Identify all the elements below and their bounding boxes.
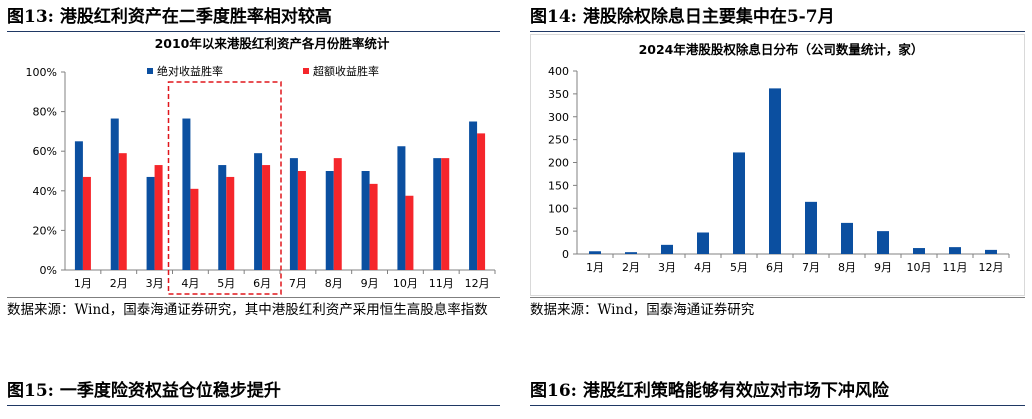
- bar-series1-9: [361, 171, 370, 270]
- bar-series2-9: [369, 183, 378, 270]
- fig13-title: 图13: 港股红利资产在二季度胜率相对较高: [7, 7, 332, 27]
- bar-series1-4: [182, 118, 191, 270]
- x-tick-label: 11月: [943, 261, 968, 274]
- bar-count-10: [913, 248, 925, 254]
- legend-swatch: [147, 68, 153, 74]
- bar-series2-4: [190, 188, 199, 270]
- x-tick-label: 9月: [361, 277, 379, 290]
- bar-series2-6: [262, 165, 271, 270]
- legend-swatch: [303, 68, 309, 74]
- bar-series1-5: [218, 165, 227, 270]
- y-tick-label: 200: [548, 157, 569, 170]
- bar-series1-12: [469, 121, 478, 270]
- x-tick-label: 11月: [429, 277, 454, 290]
- x-tick-label: 7月: [289, 277, 307, 290]
- bar-series2-3: [154, 165, 163, 270]
- bar-series1-10: [397, 146, 406, 270]
- bar-series2-5: [226, 176, 235, 270]
- legend-label: 绝对收益胜率: [157, 64, 223, 78]
- bar-count-5: [733, 152, 745, 254]
- y-tick-label: 80%: [33, 106, 57, 119]
- fig14-source-rule: [530, 297, 1025, 298]
- x-tick-label: 5月: [730, 261, 748, 274]
- x-tick-label: 10月: [393, 277, 418, 290]
- bar-count-1: [589, 251, 601, 254]
- y-tick-label: 350: [548, 88, 569, 101]
- fig15-title-rule: [7, 405, 500, 406]
- x-tick-label: 9月: [874, 261, 892, 274]
- x-tick-label: 3月: [658, 261, 676, 274]
- fig14-chart-frame: 2024年港股股权除息日分布（公司数量统计，家） 0 50 100 150 200 250 3…: [530, 34, 1025, 296]
- bar-series2-8: [333, 158, 342, 270]
- y-tick-label: 400: [548, 65, 569, 78]
- x-tick-label: 1月: [74, 277, 92, 290]
- bar-series2-1: [82, 176, 91, 270]
- bar-series2-12: [477, 133, 486, 270]
- y-tick-label: 0%: [40, 264, 57, 277]
- bar-count-4: [697, 232, 709, 254]
- x-tick-label: 5月: [217, 277, 235, 290]
- fig13-source: 数据来源：Wind，国泰海通证券研究，其中港股红利资产采用恒生高股息率指数: [7, 302, 488, 318]
- y-tick-label: 250: [548, 134, 569, 147]
- fig14-source: 数据来源：Wind，国泰海通证券研究: [530, 302, 755, 318]
- x-tick-label: 10月: [907, 261, 932, 274]
- fig13-chart-frame: 2010年以来港股红利资产各月份胜率统计 0% 20% 40% 60% 80% 100% 1月…: [7, 32, 500, 296]
- fig13-source-rule: [7, 297, 500, 298]
- y-tick-label: 100%: [26, 66, 57, 79]
- bar-count-6: [769, 88, 781, 254]
- x-tick-label: 1月: [586, 261, 604, 274]
- bar-count-7: [805, 201, 817, 254]
- fig14-chart: 2024年港股股权除息日分布（公司数量统计，家） 0 50 100 150 200 250 3…: [548, 42, 1010, 274]
- bar-series2-7: [297, 171, 306, 270]
- y-tick-label: 50: [555, 225, 569, 238]
- bar-series2-11: [441, 158, 450, 270]
- bar-count-8: [841, 222, 853, 254]
- x-tick-label: 2月: [622, 261, 640, 274]
- x-tick-label: 12月: [465, 277, 490, 290]
- highlight-box: [167, 81, 282, 295]
- bar-series1-1: [74, 141, 83, 270]
- x-tick-label: 3月: [146, 277, 164, 290]
- y-tick-label: 150: [548, 179, 569, 192]
- bar-count-12: [985, 249, 997, 254]
- y-tick-label: 100: [548, 202, 569, 215]
- y-tick-label: 300: [548, 111, 569, 124]
- y-tick-label: 0: [562, 248, 569, 261]
- bar-series1-2: [110, 118, 119, 270]
- chart-title: 2024年港股股权除息日分布（公司数量统计，家）: [639, 42, 924, 57]
- x-tick-label: 2月: [110, 277, 128, 290]
- bar-count-11: [949, 247, 961, 254]
- fig14-title: 图14: 港股除权除息日主要集中在5-7月: [530, 7, 835, 27]
- x-tick-label: 6月: [766, 261, 784, 274]
- bar-count-9: [877, 231, 889, 254]
- fig15-title: 图15: 一季度险资权益仓位稳步提升: [7, 381, 281, 401]
- y-tick-label: 60%: [33, 145, 57, 158]
- bar-series1-3: [146, 176, 155, 270]
- bar-series2-10: [405, 195, 414, 270]
- bar-series1-8: [325, 171, 334, 270]
- bar-series1-11: [433, 158, 442, 270]
- x-tick-label: 12月: [979, 261, 1004, 274]
- fig16-title-rule: [530, 405, 1025, 406]
- bar-count-2: [625, 252, 637, 254]
- x-tick-label: 4月: [694, 261, 712, 274]
- y-tick-label: 20%: [33, 224, 57, 237]
- fig16-title: 图16: 港股红利策略能够有效应对市场下冲风险: [530, 381, 889, 401]
- fig14-title-rule: [530, 31, 1025, 32]
- fig13-chart: 2010年以来港股红利资产各月份胜率统计 0% 20% 40% 60% 80% 100% 1月…: [26, 36, 496, 295]
- legend-label: 超额收益胜率: [313, 64, 379, 78]
- bar-series1-7: [289, 158, 298, 270]
- chart-title: 2010年以来港股红利资产各月份胜率统计: [155, 36, 390, 51]
- x-tick-label: 7月: [802, 261, 820, 274]
- bar-series2-2: [118, 153, 127, 270]
- y-tick-label: 40%: [33, 185, 57, 198]
- x-tick-label: 8月: [325, 277, 343, 290]
- x-tick-label: 4月: [181, 277, 199, 290]
- x-tick-label: 8月: [838, 261, 856, 274]
- x-tick-label: 6月: [253, 277, 271, 290]
- bar-count-3: [661, 244, 673, 254]
- fig13-title-rule: [7, 31, 500, 32]
- bar-series1-6: [254, 153, 263, 270]
